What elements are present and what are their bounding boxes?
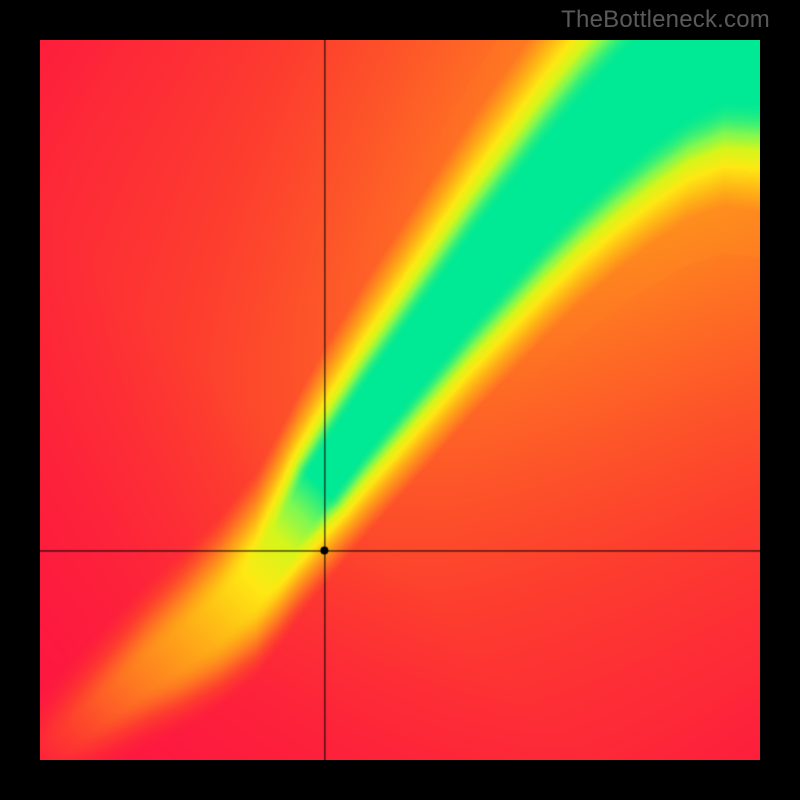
- heatmap-plot: [40, 40, 760, 760]
- heatmap-canvas: [40, 40, 760, 760]
- watermark-text: TheBottleneck.com: [561, 6, 770, 34]
- chart-container: TheBottleneck.com: [0, 0, 800, 800]
